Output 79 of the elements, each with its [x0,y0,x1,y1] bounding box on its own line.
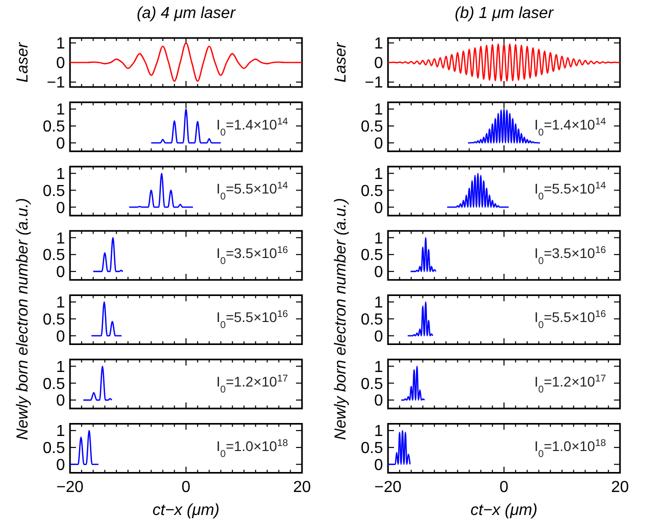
y-tick-label: 0 [56,328,66,346]
y-tick-label: 1 [56,423,66,440]
y-tick-label: 0.5 [360,376,384,393]
annotation: I$_{0}$=5.5×10$^{16}$ [534,308,607,331]
line-series [128,172,194,208]
y-tick-label: 0.5 [42,182,66,200]
y-tick-label: 1 [374,230,384,248]
y-tick-label: 1 [56,36,66,52]
annotation: I$_{0}$=1.4×10$^{14}$ [534,116,607,138]
annotation: I$_{0}$=5.5×10$^{14}$ [534,180,607,202]
y-tick-label: 0 [374,392,384,410]
y-tick-label: 0 [374,55,384,72]
y-tick-label: 0 [56,264,66,282]
line-series [150,108,222,144]
annotation: I$_{0}$=1.0×10$^{18}$ [216,437,289,460]
line-series [82,366,112,401]
y-tick-label: 0 [374,200,384,217]
y-tick-label: 1 [56,102,66,119]
x-tick-label: −20 [374,478,402,496]
x-tick-label: 20 [293,478,311,496]
y-axis-title: Laser [332,42,350,83]
y-tick-label: 1 [56,166,66,183]
y-tick-label: −1 [46,74,66,92]
annotation: I$_{0}$=3.5×10$^{16}$ [216,244,289,266]
y-tick-label: 0 [374,264,384,282]
y-tick-label: 0 [56,200,66,217]
y-tick-label: 0.5 [42,247,66,264]
y-tick-label: 0.5 [360,118,384,136]
y-tick-label: 0.5 [360,182,384,200]
y-tick-label: 0.5 [360,311,384,328]
y-tick-label: 0 [374,328,384,346]
y-axis-title: Newly born electron number (a.u.) [14,198,32,440]
y-tick-label: −1 [364,74,384,92]
annotation: I$_{0}$=1.2×10$^{17}$ [216,373,288,395]
x-axis-title: ct−x (μm) [152,502,220,519]
y-tick-label: 0.5 [360,440,384,458]
y-tick-label: 1 [374,294,384,312]
line-series [387,43,621,82]
annotation: I$_{0}$=1.0×10$^{18}$ [534,437,607,460]
y-tick-label: 1 [56,294,66,312]
y-tick-label: 1 [56,230,66,248]
y-tick-label: 0 [56,392,66,410]
x-tick-label: 0 [500,478,509,496]
y-axis-title: Laser [14,42,32,83]
y-tick-label: 1 [56,358,66,376]
y-tick-label: 0 [56,55,66,72]
x-axis-title: ct−x (μm) [470,502,538,519]
x-tick-label: 0 [182,478,191,496]
y-tick-label: 0 [56,135,66,152]
y-tick-label: 0.5 [360,247,384,264]
annotation: I$_{0}$=5.5×10$^{14}$ [216,180,289,202]
line-series [410,237,436,272]
annotation: I$_{0}$=1.2×10$^{17}$ [534,373,606,395]
y-tick-label: 1 [374,358,384,376]
y-tick-label: 1 [374,166,384,183]
line-series [92,237,124,272]
y-tick-label: 1 [374,423,384,440]
x-tick-label: −20 [56,478,84,496]
annotation: I$_{0}$=3.5×10$^{16}$ [534,244,607,266]
y-tick-label: 0.5 [42,118,66,136]
y-axis-title: Newly born electron number (a.u.) [332,198,350,440]
line-series [387,430,411,465]
y-tick-label: 0 [374,456,384,474]
y-tick-label: 1 [374,36,384,52]
y-tick-label: 0.5 [42,440,66,458]
y-tick-label: 0 [374,135,384,152]
annotation: I$_{0}$=5.5×10$^{16}$ [216,308,289,331]
line-series [400,366,426,401]
y-tick-label: 0 [56,456,66,474]
line-series [446,172,510,208]
chart-title: (b) 1 μm laser [454,5,554,22]
annotation: I$_{0}$=1.4×10$^{14}$ [216,116,289,138]
line-series [69,42,303,82]
chart-title: (a) 4 μm laser [136,5,236,22]
line-series [407,301,434,336]
y-tick-label: 1 [374,102,384,119]
y-tick-label: 0.5 [42,311,66,328]
y-tick-label: 0.5 [42,376,66,393]
x-tick-label: 20 [611,478,629,496]
